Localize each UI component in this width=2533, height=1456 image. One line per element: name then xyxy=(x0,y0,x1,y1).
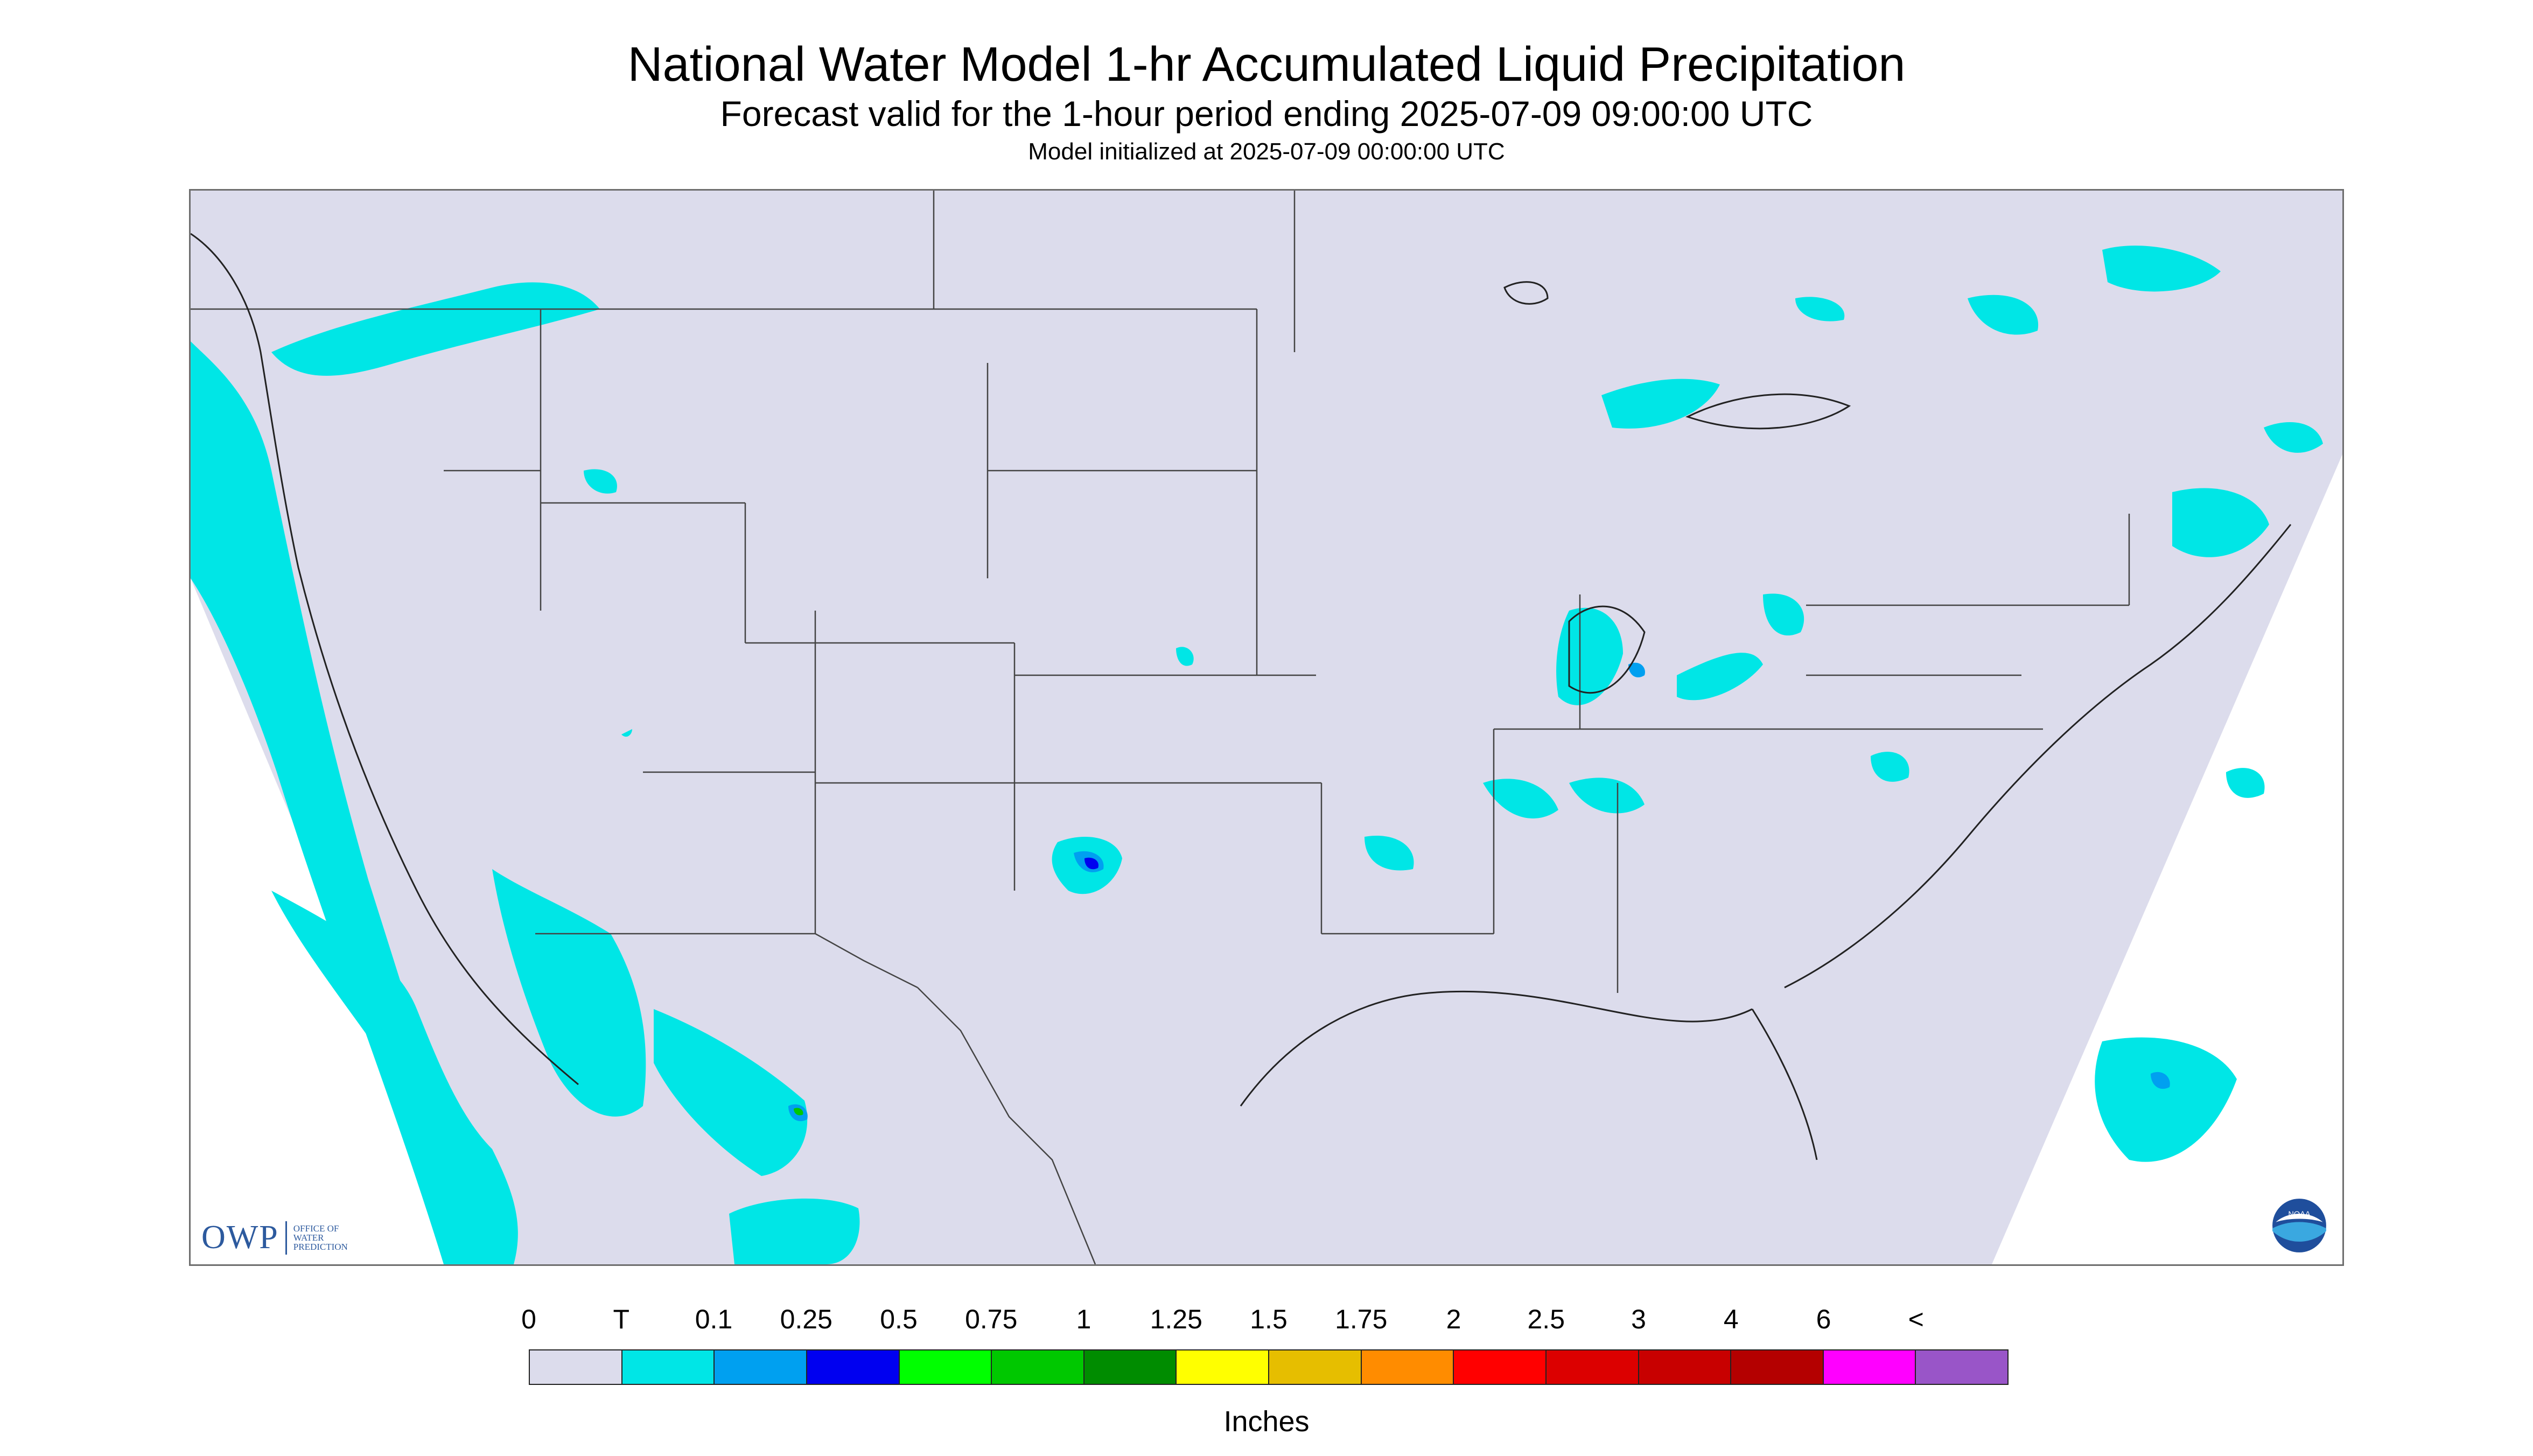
legend-swatch xyxy=(1177,1350,1269,1384)
svg-text:NOAA: NOAA xyxy=(2288,1210,2311,1219)
legend-swatch xyxy=(807,1350,900,1384)
legend-tick-label: 0 xyxy=(521,1304,536,1334)
map-subtitle: Forecast valid for the 1-hour period end… xyxy=(720,94,1813,134)
owp-logo-divider xyxy=(285,1221,287,1255)
coastlines xyxy=(191,233,2292,1160)
legend-swatch xyxy=(1454,1350,1547,1384)
legend-tick-label: 0.1 xyxy=(695,1304,733,1334)
legend-swatch xyxy=(1731,1350,1824,1384)
legend-swatch xyxy=(1361,1350,1454,1384)
legend-tick-label: 3 xyxy=(1631,1304,1646,1334)
legend-swatch xyxy=(1084,1350,1177,1384)
legend-tick-label: T xyxy=(613,1304,630,1334)
legend-tick-label: 0.5 xyxy=(880,1304,918,1334)
legend-swatch xyxy=(1823,1350,1916,1384)
precip-blue-spots xyxy=(1084,857,1098,870)
owp-logo: OWP OFFICE OF WATER PREDICTION xyxy=(201,1219,348,1257)
model-init-text: Model initialized at 2025-07-09 00:00:00… xyxy=(1028,138,1505,165)
legend-swatch xyxy=(1269,1350,1362,1384)
legend-tick-labels: 0 T 0.1 0.25 0.5 0.75 1 1.25 1.5 1.75 2 2.5 3 4 6 < xyxy=(0,1303,2533,1335)
legend-swatch xyxy=(715,1350,807,1384)
noaa-logo-icon: NOAA xyxy=(2272,1199,2326,1252)
map-title: National Water Model 1-hr Accumulated Li… xyxy=(627,38,1906,92)
legend-tick-label: 1.75 xyxy=(1335,1304,1388,1334)
legend-swatch xyxy=(622,1350,715,1384)
legend-tick-label: < xyxy=(1908,1304,1924,1334)
legend-swatch xyxy=(899,1350,992,1384)
legend-tick-label: 2 xyxy=(1446,1304,1461,1334)
legend-color-bar xyxy=(529,1349,2009,1385)
legend-tick-label: 0.75 xyxy=(965,1304,1018,1334)
legend-swatch xyxy=(992,1350,1084,1384)
legend-tick-label: 1 xyxy=(1076,1304,1091,1334)
legend-swatch xyxy=(1546,1350,1639,1384)
map-domain xyxy=(191,191,2342,1264)
owp-logo-mark: OWP xyxy=(201,1219,279,1256)
legend-tick-label: 1.5 xyxy=(1250,1304,1288,1334)
precip-green-spots xyxy=(794,1108,803,1116)
owp-logo-text: OFFICE OF WATER PREDICTION xyxy=(293,1223,348,1252)
legend-tick-label: 4 xyxy=(1723,1304,1739,1334)
legend-swatch xyxy=(530,1350,622,1384)
legend-tick-label: 0.25 xyxy=(780,1304,832,1334)
legend-swatch xyxy=(1916,1350,2007,1384)
political-boundaries xyxy=(191,191,2130,1264)
legend-units: Inches xyxy=(1223,1405,1310,1438)
precipitation-map: OWP OFFICE OF WATER PREDICTION NOAA xyxy=(189,189,2344,1266)
legend-tick-label: 1.25 xyxy=(1150,1304,1202,1334)
legend-tick-label: 6 xyxy=(1816,1304,1831,1334)
legend-tick-label: 2.5 xyxy=(1527,1304,1565,1334)
legend-swatch xyxy=(1639,1350,1732,1384)
